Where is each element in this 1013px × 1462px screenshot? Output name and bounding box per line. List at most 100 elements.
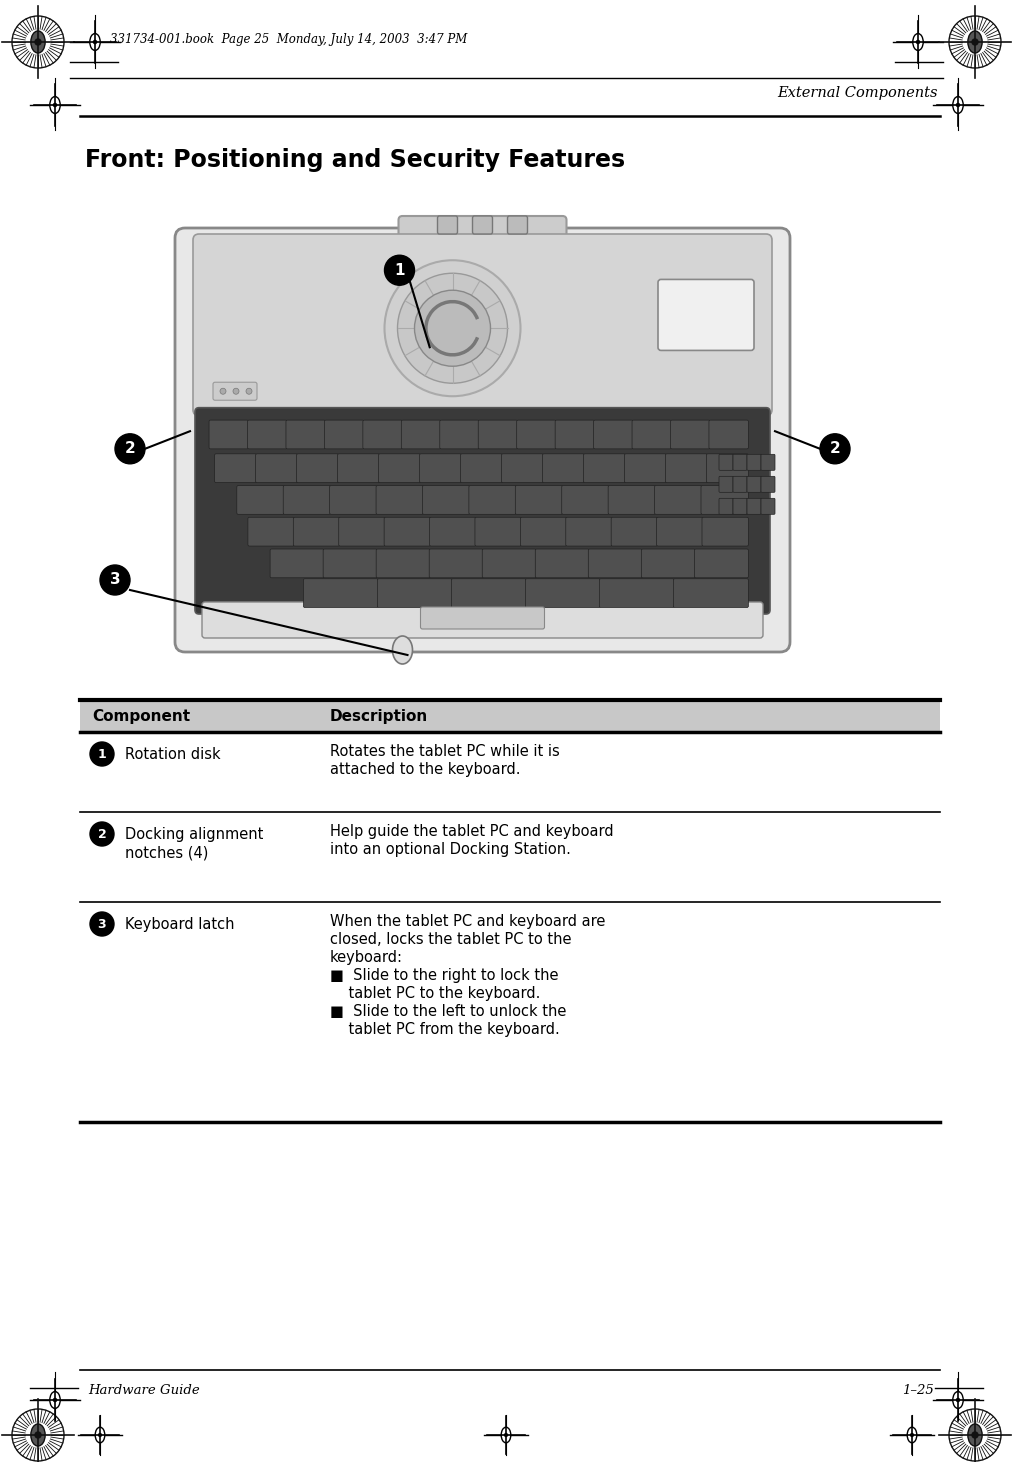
Circle shape — [972, 1431, 978, 1439]
FancyBboxPatch shape — [761, 455, 775, 471]
FancyBboxPatch shape — [452, 579, 527, 608]
Ellipse shape — [913, 34, 923, 51]
Text: notches (4): notches (4) — [125, 845, 209, 860]
FancyBboxPatch shape — [555, 420, 595, 449]
Circle shape — [54, 1399, 57, 1402]
Ellipse shape — [967, 31, 983, 53]
Ellipse shape — [30, 31, 46, 53]
FancyBboxPatch shape — [761, 477, 775, 493]
FancyBboxPatch shape — [209, 420, 248, 449]
Ellipse shape — [967, 1424, 983, 1446]
FancyBboxPatch shape — [719, 499, 733, 515]
FancyBboxPatch shape — [674, 579, 749, 608]
FancyBboxPatch shape — [600, 579, 675, 608]
Text: into an optional Docking Station.: into an optional Docking Station. — [330, 842, 571, 857]
FancyBboxPatch shape — [297, 453, 338, 482]
Text: attached to the keyboard.: attached to the keyboard. — [330, 762, 521, 776]
FancyBboxPatch shape — [194, 408, 770, 614]
Circle shape — [820, 434, 850, 463]
FancyBboxPatch shape — [376, 485, 423, 515]
FancyBboxPatch shape — [719, 455, 733, 471]
FancyBboxPatch shape — [304, 579, 379, 608]
Text: Front: Positioning and Security Features: Front: Positioning and Security Features — [85, 148, 625, 173]
FancyBboxPatch shape — [701, 485, 749, 515]
Circle shape — [90, 822, 114, 846]
Text: 2: 2 — [97, 827, 106, 841]
FancyBboxPatch shape — [401, 420, 441, 449]
Text: Description: Description — [330, 709, 428, 724]
Text: External Components: External Components — [778, 86, 938, 99]
FancyBboxPatch shape — [430, 518, 476, 545]
FancyBboxPatch shape — [247, 420, 287, 449]
Ellipse shape — [908, 1427, 917, 1443]
Circle shape — [504, 1434, 508, 1437]
FancyBboxPatch shape — [482, 550, 536, 577]
Text: tablet PC from the keyboard.: tablet PC from the keyboard. — [330, 1022, 560, 1037]
Ellipse shape — [90, 34, 100, 51]
Circle shape — [917, 41, 920, 44]
Ellipse shape — [95, 1427, 104, 1443]
FancyBboxPatch shape — [583, 453, 625, 482]
Text: keyboard:: keyboard: — [330, 950, 403, 965]
FancyBboxPatch shape — [215, 453, 256, 482]
Ellipse shape — [501, 1427, 511, 1443]
FancyBboxPatch shape — [526, 579, 601, 608]
FancyBboxPatch shape — [589, 550, 642, 577]
FancyBboxPatch shape — [175, 228, 790, 652]
FancyBboxPatch shape — [475, 518, 522, 545]
FancyBboxPatch shape — [671, 420, 710, 449]
FancyBboxPatch shape — [472, 216, 492, 234]
FancyBboxPatch shape — [747, 455, 761, 471]
Ellipse shape — [30, 1424, 46, 1446]
FancyBboxPatch shape — [440, 420, 479, 449]
FancyBboxPatch shape — [202, 602, 763, 637]
FancyBboxPatch shape — [658, 279, 754, 351]
FancyBboxPatch shape — [337, 453, 380, 482]
FancyBboxPatch shape — [761, 499, 775, 515]
FancyBboxPatch shape — [286, 420, 325, 449]
FancyBboxPatch shape — [501, 453, 544, 482]
Circle shape — [98, 1434, 101, 1437]
Text: 331734-001.book  Page 25  Monday, July 14, 2003  3:47 PM: 331734-001.book Page 25 Monday, July 14,… — [110, 34, 467, 47]
Text: ■  Slide to the right to lock the: ■ Slide to the right to lock the — [330, 968, 558, 982]
FancyBboxPatch shape — [656, 518, 703, 545]
Circle shape — [956, 1399, 959, 1402]
FancyBboxPatch shape — [270, 550, 324, 577]
FancyBboxPatch shape — [508, 216, 528, 234]
FancyBboxPatch shape — [733, 455, 747, 471]
FancyBboxPatch shape — [461, 453, 502, 482]
Text: 1: 1 — [394, 263, 405, 278]
Ellipse shape — [392, 636, 412, 664]
Circle shape — [385, 260, 521, 396]
Text: ■  Slide to the left to unlock the: ■ Slide to the left to unlock the — [330, 1004, 566, 1019]
FancyBboxPatch shape — [469, 485, 517, 515]
Ellipse shape — [953, 1392, 963, 1408]
FancyBboxPatch shape — [398, 216, 566, 254]
FancyBboxPatch shape — [516, 485, 563, 515]
Circle shape — [90, 912, 114, 936]
Text: Rotation disk: Rotation disk — [125, 747, 221, 762]
Text: Component: Component — [92, 709, 190, 724]
FancyBboxPatch shape — [255, 453, 298, 482]
Circle shape — [93, 41, 96, 44]
FancyBboxPatch shape — [419, 453, 462, 482]
FancyBboxPatch shape — [702, 518, 749, 545]
Text: Rotates the tablet PC while it is: Rotates the tablet PC while it is — [330, 744, 560, 759]
Ellipse shape — [50, 96, 60, 114]
FancyBboxPatch shape — [284, 485, 330, 515]
FancyBboxPatch shape — [624, 453, 667, 482]
Circle shape — [115, 434, 145, 463]
Text: Help guide the tablet PC and keyboard: Help guide the tablet PC and keyboard — [330, 825, 614, 839]
Circle shape — [385, 256, 414, 285]
FancyBboxPatch shape — [338, 518, 385, 545]
Circle shape — [220, 389, 226, 395]
FancyBboxPatch shape — [376, 550, 431, 577]
Text: When the tablet PC and keyboard are: When the tablet PC and keyboard are — [330, 914, 606, 928]
FancyBboxPatch shape — [666, 453, 707, 482]
FancyBboxPatch shape — [733, 499, 747, 515]
FancyBboxPatch shape — [478, 420, 518, 449]
FancyBboxPatch shape — [594, 420, 633, 449]
FancyBboxPatch shape — [438, 216, 458, 234]
FancyBboxPatch shape — [562, 485, 609, 515]
Circle shape — [246, 389, 252, 395]
